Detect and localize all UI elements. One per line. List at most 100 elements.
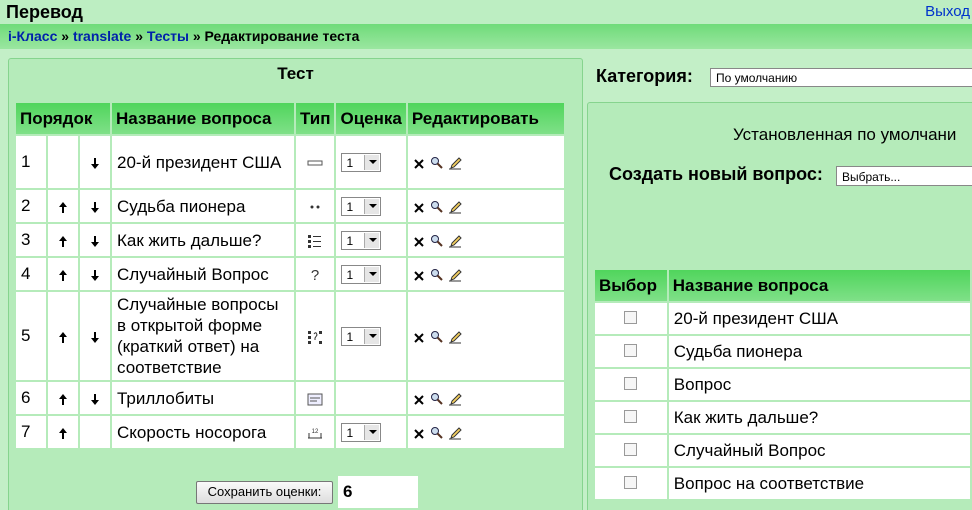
down-cell (80, 258, 110, 290)
checkbox[interactable] (624, 409, 638, 423)
category-label: Категория: (596, 66, 693, 86)
dropdown-arrow (369, 238, 378, 242)
column-header: Выбор (595, 270, 667, 301)
edit-icon[interactable] (448, 392, 463, 406)
edit-icon[interactable] (448, 268, 463, 282)
checkbox[interactable] (624, 442, 638, 456)
move-down-icon[interactable] (88, 234, 102, 248)
move-down-icon[interactable] (88, 330, 102, 344)
edit-cell (407, 224, 564, 256)
question-name: Триллобиты (112, 382, 294, 414)
delete-icon[interactable] (413, 200, 425, 214)
select-cell (595, 369, 667, 400)
up-cell (48, 258, 78, 290)
dropdown-arrow (369, 334, 378, 338)
type-cell: ? (296, 258, 335, 290)
move-down-icon[interactable] (88, 200, 102, 214)
delete-icon[interactable] (413, 156, 425, 170)
grade-cell: 1 (336, 190, 406, 222)
grade-select[interactable]: 1 (341, 197, 382, 216)
preview-icon[interactable] (430, 234, 444, 248)
delete-icon[interactable] (413, 426, 425, 440)
move-up-icon[interactable] (56, 392, 70, 406)
delete-icon[interactable] (413, 330, 425, 344)
grade-select[interactable]: 1 (341, 423, 382, 442)
total-cell (338, 476, 418, 508)
create-question-select[interactable]: Выбрать... (836, 166, 972, 186)
question-row: 2 Судьба пионера 1 (16, 190, 564, 222)
grade-select[interactable]: 1 (341, 231, 382, 250)
preview-icon[interactable] (430, 156, 444, 170)
checkbox[interactable] (624, 376, 638, 390)
bank-question-name: 20-й президент США (668, 303, 970, 334)
preview-icon[interactable] (430, 268, 444, 282)
header-row: Выбор Название вопроса (595, 270, 970, 301)
edit-icon[interactable] (448, 200, 463, 214)
move-up-icon[interactable] (56, 330, 70, 344)
question-type-icon: 12 (308, 429, 323, 439)
logout-link[interactable]: Выход (925, 3, 970, 20)
dropdown-arrow (369, 160, 378, 164)
edit-icon[interactable] (448, 426, 463, 440)
dropdown-arrow (369, 272, 378, 276)
edit-icon[interactable] (448, 330, 463, 344)
grade-cell: 1 (336, 224, 406, 256)
column-header: Название вопроса (112, 103, 294, 134)
question-type-icon: ? (311, 267, 319, 284)
type-cell (296, 136, 335, 188)
default-category-text: Установленная по умолчани (733, 125, 957, 144)
grade-select[interactable]: 1 (341, 153, 382, 172)
breadcrumb-link[interactable]: translate (72, 28, 132, 44)
preview-icon[interactable] (430, 426, 444, 440)
select-cell (595, 435, 667, 466)
move-down-icon[interactable] (88, 156, 102, 170)
select-cell (595, 336, 667, 367)
breadcrumb-link[interactable]: Тесты (146, 28, 189, 44)
select-cell (595, 402, 667, 433)
delete-icon[interactable] (413, 234, 425, 248)
move-up-icon[interactable] (56, 200, 70, 214)
down-cell (80, 224, 110, 256)
question-name: Случайные вопросы в открытой форме (крат… (112, 292, 294, 380)
category-select[interactable]: По умолчанию (710, 68, 972, 87)
question-name: Случайный Вопрос (112, 258, 294, 290)
move-down-icon[interactable] (88, 268, 102, 282)
delete-icon[interactable] (413, 392, 425, 406)
preview-icon[interactable] (430, 200, 444, 214)
down-cell (80, 136, 110, 188)
delete-icon[interactable] (413, 268, 425, 282)
order-cell: 5 (16, 292, 46, 380)
breadcrumb-link[interactable]: i-Класс (8, 28, 58, 44)
checkbox[interactable] (624, 475, 638, 489)
checkbox[interactable] (624, 343, 638, 357)
edit-icon[interactable] (448, 234, 463, 248)
grade-select[interactable]: 1 (341, 327, 382, 346)
order-cell: 2 (16, 190, 46, 222)
down-cell (80, 416, 110, 448)
svg-text:12: 12 (312, 429, 319, 435)
bank-row: Вопрос на соответствие (595, 468, 970, 499)
move-up-icon[interactable] (56, 234, 70, 248)
order-cell: 6 (16, 382, 46, 414)
top-bar (0, 0, 972, 24)
grade-select[interactable]: 1 (341, 265, 382, 284)
bank-question-name: Вопрос на соответствие (668, 468, 970, 499)
move-up-icon[interactable] (56, 268, 70, 282)
order-cell: 1 (16, 136, 46, 188)
edit-cell (407, 382, 564, 414)
checkbox[interactable] (624, 310, 638, 324)
dropdown-arrow (369, 430, 378, 434)
edit-cell (407, 292, 564, 380)
question-row: 7 Скорость носорога 12 1 (16, 416, 564, 448)
down-cell (80, 292, 110, 380)
create-question-label: Создать новый вопрос: (609, 164, 823, 184)
save-grades-button[interactable]: Сохранить оценки: (196, 481, 333, 504)
preview-icon[interactable] (430, 330, 444, 344)
up-cell (48, 190, 78, 222)
preview-icon[interactable] (430, 392, 444, 406)
breadcrumb-current: Редактирование теста (204, 28, 360, 44)
edit-icon[interactable] (448, 156, 463, 170)
move-down-icon[interactable] (88, 392, 102, 406)
move-up-icon[interactable] (56, 426, 70, 440)
